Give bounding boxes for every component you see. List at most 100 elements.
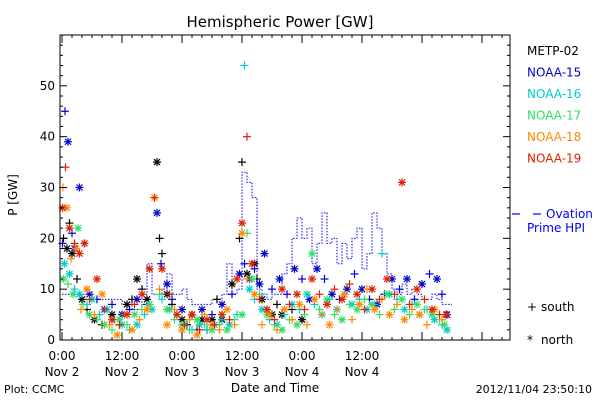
x-tick-label-time: 0:00 — [49, 349, 76, 363]
marker-stroke — [238, 229, 246, 237]
marker-stroke — [98, 290, 106, 298]
data-point-north — [403, 275, 411, 283]
marker-stroke — [64, 138, 72, 146]
data-point-south — [318, 310, 326, 319]
data-point-north — [293, 320, 301, 329]
marker-stroke — [78, 295, 86, 303]
data-point-south — [420, 305, 429, 314]
data-point-north — [295, 300, 304, 309]
marker-stroke — [238, 219, 246, 227]
marker-stroke — [76, 250, 83, 258]
y-tick-label: 10 — [40, 282, 55, 296]
marker-stroke — [108, 316, 116, 324]
marker-stroke — [83, 285, 91, 293]
data-point-south — [405, 300, 414, 309]
data-point-north — [303, 290, 311, 299]
data-point-north — [245, 285, 254, 294]
x-tick-label-time: 12:00 — [345, 349, 380, 363]
data-point-north — [428, 305, 436, 314]
data-point-south — [85, 295, 94, 304]
marker-stroke — [163, 280, 171, 288]
data-point-south — [360, 295, 369, 304]
data-point-north — [310, 295, 319, 304]
data-point-north — [238, 229, 246, 238]
data-point-north — [218, 300, 226, 309]
marker-stroke — [281, 306, 288, 313]
marker-stroke — [138, 290, 146, 298]
marker-stroke — [383, 290, 391, 298]
data-point-north — [65, 269, 74, 278]
data-point-north — [163, 320, 171, 329]
data-point-south — [425, 269, 434, 278]
marker-stroke — [258, 306, 266, 313]
data-point-south — [333, 305, 341, 314]
data-point-south — [405, 310, 414, 319]
data-point-south — [168, 295, 176, 304]
data-point-north — [123, 310, 131, 319]
data-point-north — [65, 224, 74, 233]
data-point-north — [98, 290, 106, 299]
marker-stroke — [326, 321, 333, 329]
data-point-south — [375, 295, 384, 304]
data-point-south — [258, 320, 266, 329]
series-noaa-17 — [59, 224, 449, 334]
data-point-south — [158, 249, 166, 258]
y-tick-label: 20 — [40, 231, 55, 245]
data-point-north — [130, 310, 139, 319]
marker-stroke — [123, 300, 131, 308]
marker-stroke — [153, 158, 161, 166]
data-point-south — [243, 275, 251, 283]
data-point-north — [308, 249, 316, 258]
data-point-south — [390, 305, 399, 314]
data-point-north — [113, 330, 121, 339]
ovation-line — [62, 171, 452, 310]
plot-credit: Plot: CCMC — [4, 383, 65, 396]
marker-stroke — [383, 275, 391, 283]
data-point-south — [165, 290, 174, 299]
data-point-north — [323, 300, 331, 309]
data-point-north — [163, 280, 171, 289]
data-point-south — [420, 295, 429, 304]
marker-stroke — [131, 311, 138, 319]
data-point-south — [315, 290, 324, 299]
marker-stroke — [66, 270, 73, 278]
data-point-north — [153, 208, 161, 217]
marker-stroke — [308, 275, 316, 283]
y-tick-label: 30 — [40, 181, 55, 195]
data-point-south — [130, 300, 139, 309]
data-point-south — [61, 107, 69, 116]
data-point-south — [155, 285, 164, 294]
marker-stroke — [76, 184, 83, 191]
data-point-north — [385, 310, 394, 319]
marker-stroke — [163, 306, 171, 313]
marker-stroke — [101, 321, 108, 329]
marker-stroke — [401, 316, 408, 324]
marker-stroke — [418, 280, 426, 288]
data-point-north — [413, 300, 421, 309]
marker-stroke — [60, 275, 67, 283]
marker-stroke — [248, 260, 256, 268]
x-tick-label-date: Nov 4 — [285, 365, 320, 379]
data-point-north — [370, 305, 379, 314]
data-point-north — [275, 275, 284, 283]
data-point-south — [320, 275, 329, 283]
data-point-south — [108, 300, 116, 309]
data-point-north — [238, 219, 246, 228]
data-point-south — [238, 158, 246, 167]
marker-stroke — [123, 311, 131, 319]
marker-stroke — [208, 316, 216, 324]
data-point-south — [67, 254, 75, 263]
data-point-south — [273, 325, 281, 334]
x-tick-label-date: Nov 2 — [45, 365, 80, 379]
marker-stroke — [86, 311, 93, 319]
marker-stroke — [323, 300, 331, 308]
marker-stroke — [278, 326, 286, 334]
marker-stroke — [108, 311, 116, 319]
data-point-south — [350, 269, 359, 278]
data-point-north — [415, 310, 424, 319]
marker-stroke — [173, 311, 181, 319]
data-point-north — [128, 325, 136, 334]
x-axis: 0:00 Nov 2 12:00 Nov 2 0:00 Nov 3 12:00 Nov 3 0:… — [45, 35, 503, 379]
marker-stroke — [338, 295, 346, 303]
